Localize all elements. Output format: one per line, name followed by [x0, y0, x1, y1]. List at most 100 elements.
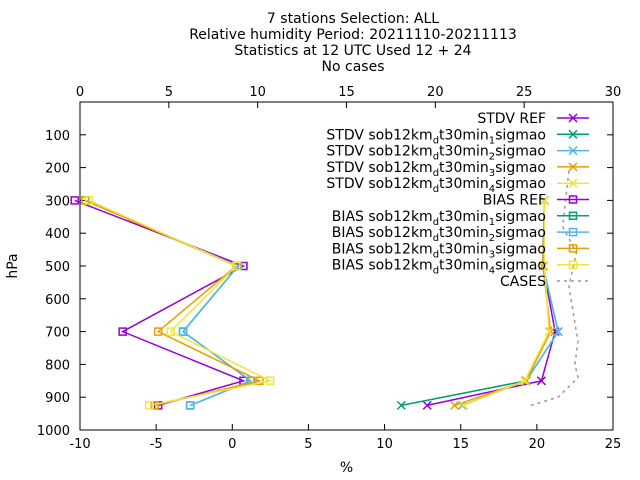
x-tick-label: 5 [304, 437, 312, 452]
series-line-bias_1 [85, 199, 253, 407]
series-line-bias_2 [85, 199, 253, 407]
series-line-bias_3 [85, 199, 262, 407]
x2-tick-label: 10 [249, 85, 266, 100]
y-tick-label: 200 [45, 162, 70, 177]
y-tick-label: 500 [45, 260, 70, 275]
series-bias_1 [81, 196, 255, 410]
chart-title-line-4: No cases [321, 59, 385, 75]
legend-marker-stdv_3 [568, 162, 578, 172]
point-stdv_1 [396, 400, 406, 410]
x2-tick-label: 0 [76, 85, 84, 100]
legend-marker-bias_3 [568, 244, 578, 253]
legend-entry-bias_ref: BIAS REF [483, 193, 589, 209]
point-stdv_4 [459, 400, 469, 410]
x2-tick-label: 25 [516, 85, 533, 100]
point-stdv_3 [538, 261, 548, 271]
point-bias_4 [166, 327, 175, 336]
point-bias_2 [185, 401, 195, 410]
legend-marker-stdv_2 [568, 146, 578, 156]
legend-label-stdv_2: STDV sob12kmdt30min2sigmao [326, 144, 546, 163]
legend-marker-bias_1 [568, 211, 578, 221]
series-bias_2 [81, 196, 255, 410]
point-bias_4 [232, 261, 241, 271]
legend-marker-bias_4 [568, 260, 578, 269]
point-bias_ref [118, 327, 127, 336]
y-axis-label: hPa [5, 253, 21, 278]
x-tick-label: -5 [150, 437, 163, 452]
legend-label-stdv_4: STDV sob12kmdt30min4sigmao [326, 176, 546, 195]
axes: -10 -5 0 5 10 15 20 25 0 5 10 15 20 25 30 100 200 300 400 5… [5, 85, 621, 476]
legend-marker-bias_ref [568, 195, 578, 204]
x-tick-label: -10 [69, 437, 90, 452]
legend-entry-stdv_3: STDV sob12kmdt30min3sigmao [326, 160, 589, 179]
y-tick-label: 600 [45, 293, 70, 308]
y-tick-label: 1000 [37, 424, 70, 439]
chart-title-line-1: 7 stations Selection: ALL [266, 11, 440, 27]
x2-tick-label: 20 [427, 85, 444, 100]
legend-marker-stdv_4 [568, 178, 578, 188]
x-tick-label: 10 [376, 437, 393, 452]
series [70, 170, 579, 410]
point-stdv_4 [539, 261, 550, 271]
legend-label-bias_3: BIAS sob12kmdt30min3sigmao [332, 241, 546, 260]
point-bias_4 [145, 401, 154, 410]
legend-entry-stdv_ref: STDV REF [477, 111, 589, 127]
legend-entry-bias_4: BIAS sob12kmdt30min4sigmao [332, 258, 589, 277]
x2-tick-label: 5 [165, 85, 173, 100]
point-bias_3 [153, 327, 163, 336]
legend-entry-bias_1: BIAS sob12kmdt30min1sigmao [332, 209, 589, 228]
x-tick-label: 0 [228, 437, 236, 452]
legend-entry-cases: CASES [500, 274, 589, 290]
point-bias_4 [84, 196, 94, 205]
y-tick-label: 300 [45, 194, 70, 209]
legend-marker-stdv_1 [568, 129, 578, 139]
legend-label-bias_2: BIAS sob12kmdt30min2sigmao [332, 225, 546, 244]
point-stdv_2 [457, 400, 467, 410]
point-stdv_4 [520, 376, 530, 386]
legend-label-stdv_1: STDV sob12kmdt30min1sigmao [326, 127, 546, 146]
series-bias_ref [70, 196, 248, 410]
legend-label-cases: CASES [500, 274, 546, 290]
point-stdv_2 [553, 327, 563, 337]
point-bias_3 [255, 376, 264, 386]
x-tick-label: 15 [452, 437, 469, 452]
series-stdv_4 [459, 195, 554, 410]
legend-label-bias_4: BIAS sob12kmdt30min4sigmao [332, 258, 546, 277]
x2-tick-label: 30 [605, 85, 622, 100]
legend-label-stdv_3: STDV sob12kmdt30min3sigmao [326, 160, 546, 179]
point-stdv_ref [422, 400, 432, 410]
legend-entry-stdv_2: STDV sob12kmdt30min2sigmao [326, 144, 589, 163]
point-bias_2 [178, 327, 188, 336]
legend-label-bias_ref: BIAS REF [483, 193, 546, 209]
y-tick-label: 400 [45, 227, 70, 242]
series-line-cases [530, 170, 579, 407]
y-tick-label: 100 [45, 129, 70, 144]
chart-title-line-2: Relative humidity Period: 20211110-20211… [189, 27, 517, 43]
chart-titles: 7 stations Selection: ALL Relative humid… [0, 11, 640, 75]
legend-label-stdv_ref: STDV REF [477, 111, 546, 127]
legend-entry-bias_2: BIAS sob12kmdt30min2sigmao [332, 225, 589, 244]
x-axis-label: % [340, 460, 353, 476]
point-stdv_3 [521, 376, 531, 386]
series-line-bias_4 [88, 199, 273, 407]
legend-marker-stdv_ref [568, 113, 578, 123]
y-tick-label: 900 [45, 391, 70, 406]
point-stdv_3 [450, 400, 460, 410]
point-stdv_4 [544, 327, 554, 337]
series-bias_4 [84, 196, 275, 410]
legend-label-bias_1: BIAS sob12kmdt30min1sigmao [332, 209, 546, 228]
y-tick-label: 800 [45, 358, 70, 373]
point-bias_4 [265, 376, 275, 386]
y-tick-label: 700 [45, 326, 70, 341]
legend-entry-stdv_1: STDV sob12kmdt30min1sigmao [326, 127, 589, 146]
series-cases [530, 170, 579, 407]
point-bias_ref [70, 196, 79, 205]
x-tick-label: 20 [529, 437, 546, 452]
legend-marker-bias_2 [568, 227, 578, 237]
x2-tick-label: 15 [338, 85, 355, 100]
chart-title-line-3: Statistics at 12 UTC Used 12 + 24 [234, 43, 472, 59]
x-tick-label: 25 [605, 437, 622, 452]
point-stdv_4 [539, 195, 550, 205]
